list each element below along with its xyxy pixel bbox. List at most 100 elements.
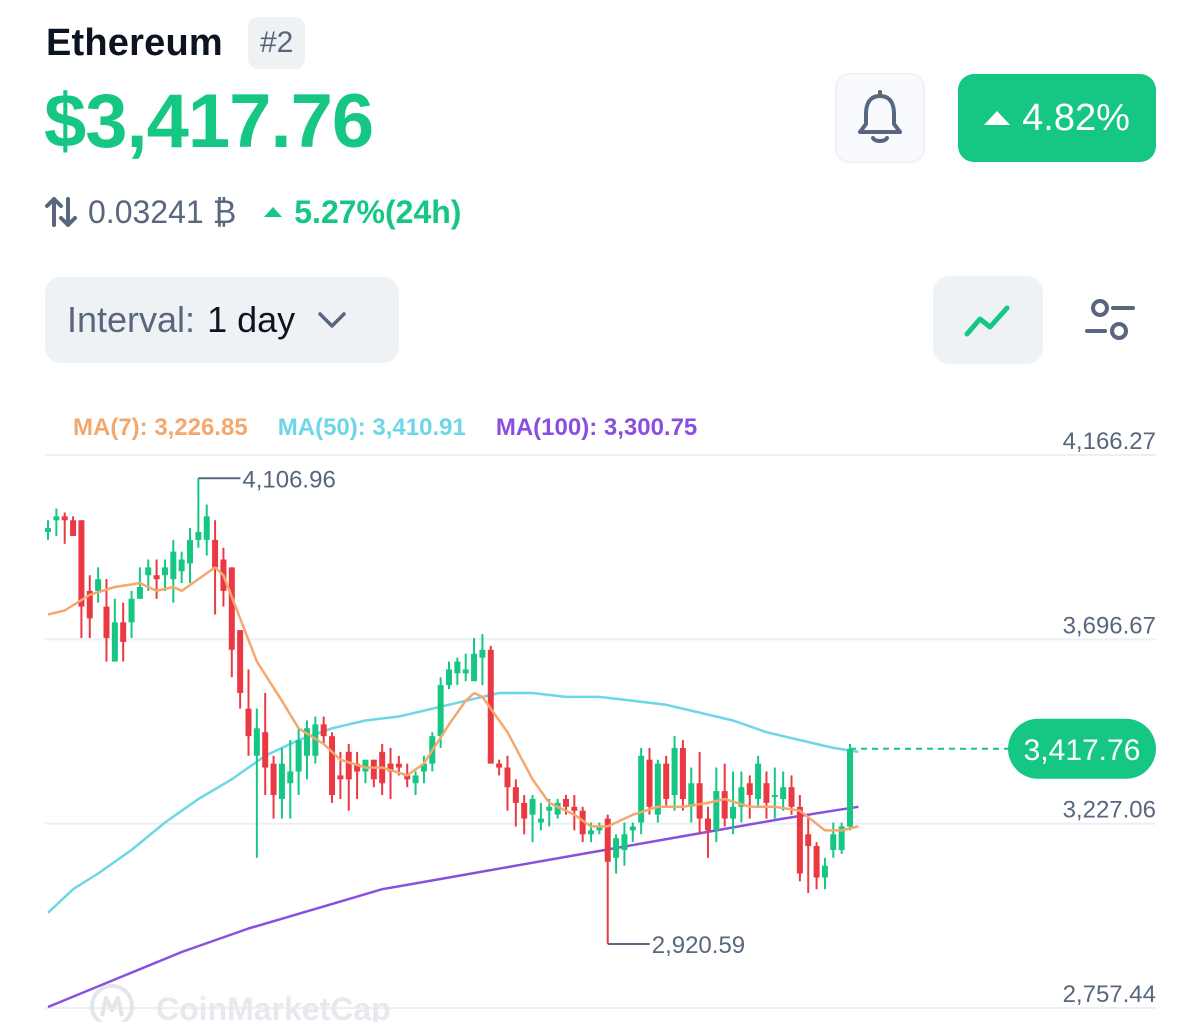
candle-body[interactable]	[638, 755, 645, 823]
candle-body[interactable]	[61, 516, 68, 521]
candle-body[interactable]	[253, 728, 260, 756]
candle-body[interactable]	[562, 798, 569, 807]
candle-body[interactable]	[437, 685, 444, 737]
candle-body[interactable]	[295, 740, 302, 772]
candle-body[interactable]	[788, 787, 795, 807]
candle-body[interactable]	[370, 759, 377, 780]
candle-body[interactable]	[420, 763, 427, 772]
candle-body[interactable]	[78, 520, 85, 607]
candle-body[interactable]	[178, 559, 185, 572]
candle-body[interactable]	[704, 818, 711, 831]
candle-body[interactable]	[738, 787, 745, 807]
candle-body[interactable]	[755, 763, 762, 799]
candle-body[interactable]	[746, 783, 753, 796]
candle-body[interactable]	[713, 791, 720, 831]
candle-body[interactable]	[596, 826, 603, 831]
candle-body[interactable]	[847, 748, 853, 827]
candle-body[interactable]	[212, 539, 219, 568]
candle-body[interactable]	[446, 669, 452, 686]
candle-body[interactable]	[329, 736, 336, 796]
candle-body[interactable]	[337, 775, 344, 780]
candle-body[interactable]	[838, 826, 845, 850]
candle-body[interactable]	[145, 567, 152, 576]
candle-body[interactable]	[270, 763, 277, 796]
candle-body[interactable]	[237, 630, 244, 693]
candle-body[interactable]	[613, 838, 620, 858]
candle-body[interactable]	[830, 834, 837, 850]
candle-body[interactable]	[671, 747, 678, 796]
candle-body[interactable]	[95, 579, 102, 591]
price-alert-button[interactable]	[835, 73, 925, 163]
candle-body[interactable]	[454, 661, 461, 674]
candle-body[interactable]	[554, 802, 561, 815]
candle-body[interactable]	[663, 763, 670, 799]
candle-body[interactable]	[86, 590, 93, 619]
candle-body[interactable]	[654, 763, 661, 815]
candle-body[interactable]	[53, 516, 60, 521]
candle-body[interactable]	[262, 732, 269, 768]
candle-body[interactable]	[362, 759, 369, 772]
candle-body[interactable]	[320, 724, 327, 737]
candle-body[interactable]	[471, 653, 478, 682]
candle-body[interactable]	[70, 520, 77, 536]
candle-body[interactable]	[588, 830, 595, 835]
candle-body[interactable]	[354, 763, 361, 772]
candle-body[interactable]	[504, 767, 511, 788]
candle-body[interactable]	[604, 818, 611, 862]
candle-body[interactable]	[696, 783, 703, 819]
candle-body[interactable]	[780, 787, 787, 799]
interval-dropdown[interactable]: Interval: 1 day	[45, 277, 399, 363]
candle-body[interactable]	[688, 783, 695, 807]
candle-body[interactable]	[521, 802, 528, 819]
candle-body[interactable]	[771, 795, 778, 798]
candle-body[interactable]	[412, 775, 419, 784]
candle-body[interactable]	[629, 826, 636, 831]
candle-body[interactable]	[546, 806, 553, 811]
candle-body[interactable]	[278, 763, 285, 799]
candle-body[interactable]	[45, 528, 51, 533]
candle-body[interactable]	[203, 516, 210, 540]
candle-body[interactable]	[496, 763, 503, 768]
chart-settings-button[interactable]	[1080, 292, 1140, 348]
candle-body[interactable]	[679, 747, 686, 799]
candle-body[interactable]	[395, 763, 402, 768]
candle-body[interactable]	[404, 775, 411, 780]
candle-body[interactable]	[462, 669, 469, 674]
candle-body[interactable]	[529, 798, 536, 815]
candle-body[interactable]	[512, 787, 519, 803]
candle-body[interactable]	[796, 806, 803, 874]
candle-body[interactable]	[195, 532, 202, 540]
candle-body[interactable]	[287, 771, 294, 784]
candle-body[interactable]	[228, 567, 235, 650]
candle-body[interactable]	[571, 806, 578, 811]
price-chart[interactable]: 4,166.27 3,696.67 3,227.06 2,757.44 CoinMark…	[0, 400, 1200, 1022]
candle-body[interactable]	[805, 834, 812, 847]
candle-body[interactable]	[479, 649, 486, 658]
candle-body[interactable]	[120, 622, 127, 642]
price-change-badge[interactable]: 4.82%	[958, 74, 1156, 162]
candle-body[interactable]	[161, 567, 168, 576]
candle-body[interactable]	[813, 846, 820, 878]
candle-body[interactable]	[170, 551, 177, 580]
swap-vertical-icon[interactable]	[44, 195, 78, 229]
candle-body[interactable]	[303, 728, 310, 756]
candle-body[interactable]	[111, 622, 118, 662]
candle-body[interactable]	[646, 759, 653, 807]
candle-body[interactable]	[621, 834, 628, 850]
candle-body[interactable]	[763, 783, 770, 803]
line-chart-toggle[interactable]	[933, 276, 1043, 364]
candle-body[interactable]	[721, 791, 728, 819]
candle-body[interactable]	[153, 575, 160, 580]
candle-body[interactable]	[387, 763, 394, 772]
candle-body[interactable]	[821, 865, 828, 878]
candle-body[interactable]	[187, 539, 194, 564]
candle-body[interactable]	[128, 598, 135, 623]
candle-body[interactable]	[579, 810, 586, 835]
candle-body[interactable]	[103, 606, 110, 639]
candle-body[interactable]	[136, 586, 143, 599]
candle-body[interactable]	[730, 806, 737, 819]
candle-body[interactable]	[345, 751, 352, 780]
interval-label: Interval:	[67, 299, 196, 340]
candle-body[interactable]	[245, 708, 252, 737]
candle-body[interactable]	[537, 818, 544, 823]
